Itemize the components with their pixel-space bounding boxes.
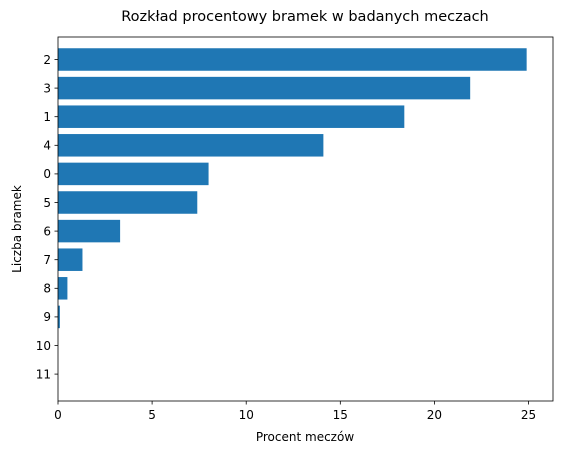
bar-7 (58, 248, 83, 271)
bar-3 (58, 76, 471, 100)
x-tick-label: 0 (54, 408, 62, 422)
y-tick-label: 5 (43, 196, 51, 210)
x-tick-label: 10 (239, 408, 254, 422)
bar-2 (58, 48, 527, 71)
bar-4 (58, 134, 324, 157)
bar-1 (58, 105, 405, 128)
y-tick-label: 8 (43, 282, 51, 296)
bar-8 (58, 277, 68, 300)
y-tick-label: 3 (43, 81, 51, 95)
bar-5 (58, 191, 198, 214)
x-tick-label: 20 (427, 408, 442, 422)
y-tick-label: 11 (36, 367, 51, 381)
x-axis-label: Procent meczów (256, 430, 354, 444)
plot-area: 2 3 1 4 0 5 6 7 8 9 10 11 0 5 10 15 20 25 (36, 36, 554, 422)
y-tick-label: 9 (43, 310, 51, 324)
bar-6 (58, 219, 121, 243)
y-tick-label: 6 (43, 224, 51, 238)
y-tick-label: 10 (36, 339, 51, 353)
y-tick-label: 1 (43, 110, 51, 124)
y-tick-label: 4 (43, 139, 51, 153)
y-tick-label: 0 (43, 167, 51, 181)
x-tick-label: 15 (333, 408, 348, 422)
bar-0 (58, 162, 209, 186)
chart-title: Rozkład procentowy bramek w badanych mec… (121, 9, 489, 25)
bar-9 (58, 305, 60, 329)
y-tick-label: 7 (43, 253, 51, 267)
y-axis-label: Liczba bramek (10, 185, 24, 273)
x-tick-label: 25 (521, 408, 536, 422)
y-tick-label: 2 (43, 53, 51, 67)
plot-frame (57, 36, 554, 402)
x-tick-label: 5 (148, 408, 156, 422)
